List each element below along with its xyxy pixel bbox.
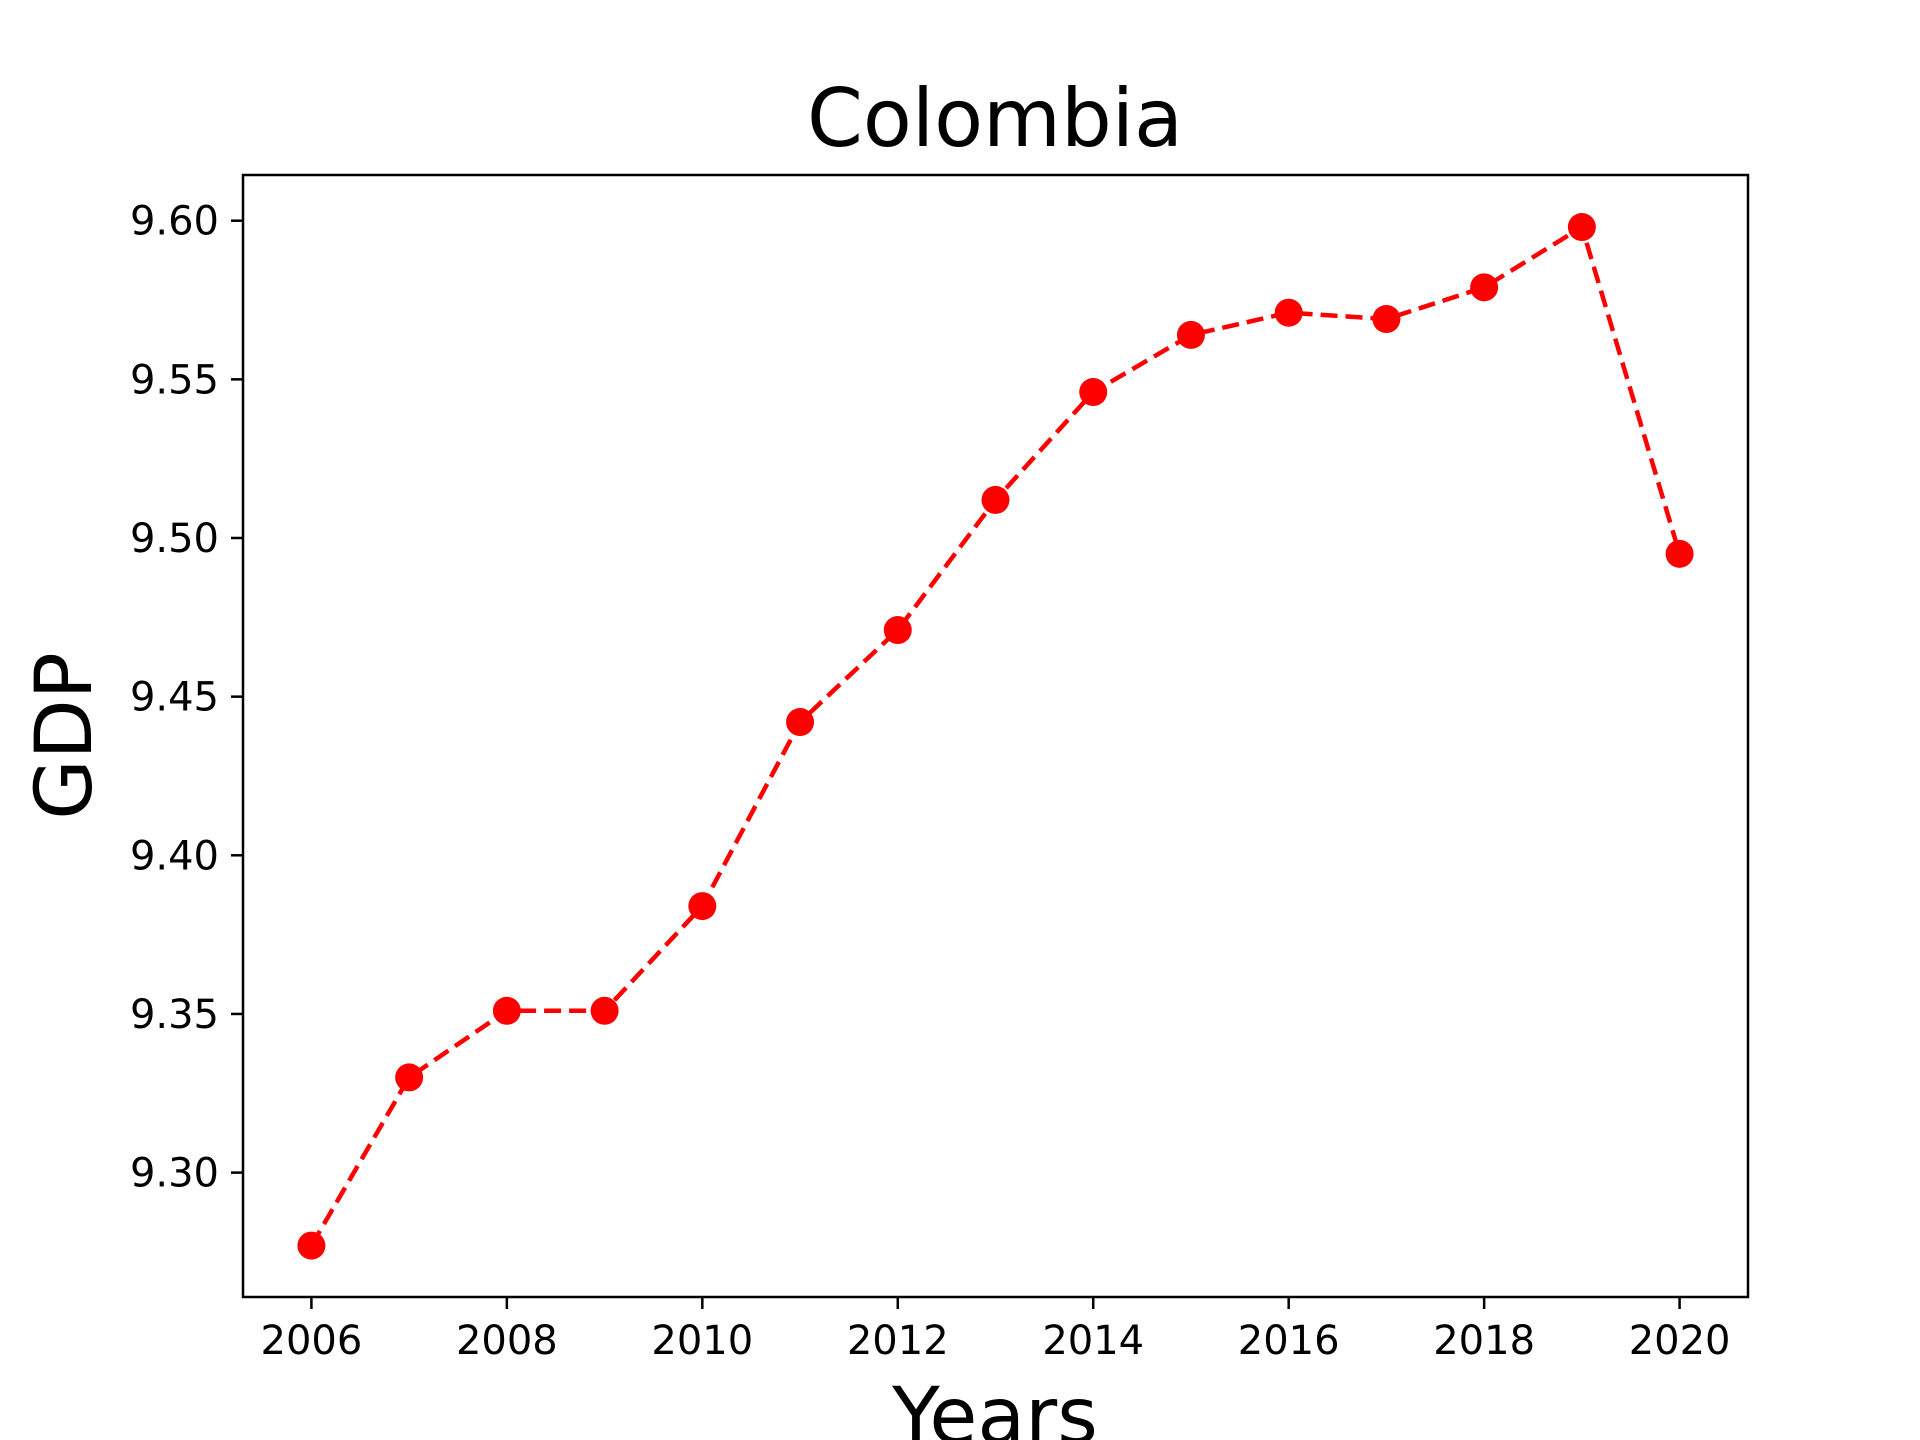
- x-tick-label: 2006: [261, 1318, 363, 1364]
- x-tick-label: 2010: [651, 1318, 753, 1364]
- gdp-data-points: [297, 213, 1694, 1260]
- plot-area-frame: [241, 173, 1750, 1299]
- x-tick-label: 2014: [1042, 1318, 1144, 1364]
- data-point-2018: [1470, 273, 1499, 302]
- x-axis-label: Years: [891, 1372, 1098, 1440]
- y-tick-label: 9.60: [130, 199, 219, 245]
- data-point-2010: [688, 892, 717, 921]
- x-tick-label: 2008: [456, 1318, 558, 1364]
- y-tick-label: 9.50: [130, 516, 219, 562]
- x-tick-label: 2016: [1238, 1318, 1340, 1364]
- data-point-2007: [395, 1063, 424, 1092]
- y-axis-ticks: 9.30 9.35 9.40 9.45 9.50 9.55 9.60: [130, 199, 243, 1197]
- y-tick-label: 9.45: [130, 675, 219, 721]
- chart-title: Colombia: [807, 72, 1183, 165]
- data-point-2019: [1567, 213, 1596, 242]
- data-point-2011: [786, 708, 815, 737]
- y-tick-label: 9.30: [130, 1151, 219, 1197]
- gdp-series-line: [309, 223, 1682, 1247]
- data-point-2015: [1176, 320, 1205, 349]
- x-tick-label: 2018: [1433, 1318, 1535, 1364]
- data-point-2009: [590, 996, 619, 1025]
- data-point-2016: [1274, 298, 1303, 327]
- y-tick-label: 9.55: [130, 357, 219, 403]
- data-point-2020: [1665, 539, 1694, 568]
- y-tick-label: 9.35: [130, 992, 219, 1038]
- y-tick-label: 9.40: [130, 833, 219, 879]
- data-point-2017: [1372, 305, 1401, 334]
- x-axis-ticks: 2006 2008 2010 2012 2014 2016 2018 2020: [261, 1297, 1731, 1364]
- x-tick-label: 2020: [1629, 1318, 1731, 1364]
- data-point-2006: [297, 1231, 326, 1260]
- x-tick-label: 2012: [847, 1318, 949, 1364]
- data-point-2014: [1079, 378, 1108, 407]
- data-point-2008: [492, 996, 521, 1025]
- y-axis-label: GDP: [20, 652, 110, 820]
- data-point-2013: [981, 485, 1010, 514]
- data-point-2012: [883, 616, 912, 645]
